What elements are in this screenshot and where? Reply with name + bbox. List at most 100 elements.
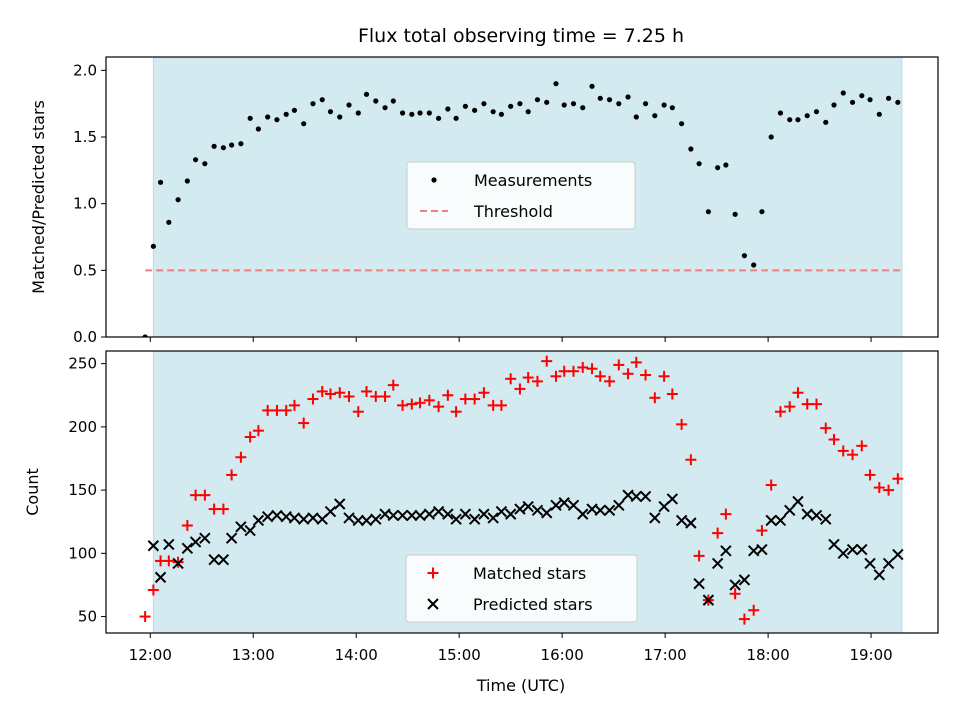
data-point xyxy=(459,393,471,405)
y-tick-label: 1.0 xyxy=(73,195,97,213)
data-point xyxy=(147,540,160,552)
data-point xyxy=(399,110,406,116)
data-point xyxy=(226,469,238,481)
data-point xyxy=(558,497,570,509)
legend-label: Matched stars xyxy=(473,564,586,583)
data-point xyxy=(765,514,777,527)
data-point xyxy=(756,525,768,537)
data-point xyxy=(685,454,697,466)
data-point xyxy=(541,507,553,519)
data-point xyxy=(355,110,361,116)
y-axis-label: Matched/Predicted stars xyxy=(29,100,48,294)
count-panel: 50 100 150 200 250 12:00 13:00 14:00 15:00 16:00 1… xyxy=(23,350,939,664)
data-point xyxy=(541,355,553,367)
data-point xyxy=(211,143,217,149)
data-point xyxy=(567,365,579,377)
data-point xyxy=(298,417,310,429)
data-point xyxy=(202,161,208,167)
data-point xyxy=(774,406,786,418)
data-point xyxy=(397,399,409,411)
data-point xyxy=(514,503,526,515)
data-point xyxy=(589,83,595,89)
y-tick-label: 0.5 xyxy=(73,261,97,279)
data-point xyxy=(630,356,642,368)
data-point xyxy=(324,388,336,400)
data-point xyxy=(849,99,856,105)
data-point xyxy=(864,469,876,481)
data-point xyxy=(238,141,244,147)
data-point xyxy=(679,121,685,127)
data-point xyxy=(604,375,616,387)
data-point xyxy=(787,117,793,123)
data-point xyxy=(262,404,274,416)
data-point xyxy=(723,162,729,168)
legend-marker xyxy=(427,598,439,610)
data-point xyxy=(586,363,598,375)
data-point xyxy=(649,512,661,524)
data-point xyxy=(801,508,813,520)
data-point xyxy=(409,111,415,117)
data-point xyxy=(517,101,523,107)
data-point xyxy=(864,557,876,570)
data-point xyxy=(387,509,399,522)
data-point xyxy=(252,425,264,437)
data-point xyxy=(649,392,661,404)
data-point xyxy=(363,91,370,97)
data-point xyxy=(702,594,715,606)
data-point xyxy=(370,391,382,403)
data-point xyxy=(235,521,247,533)
data-point xyxy=(435,115,442,121)
data-point xyxy=(813,109,820,115)
data-point xyxy=(756,543,768,556)
data-point xyxy=(283,111,289,117)
data-point xyxy=(531,375,543,387)
y-tick-label: 0.0 xyxy=(73,328,97,346)
data-point xyxy=(172,557,184,570)
data-point xyxy=(225,532,238,544)
data-point xyxy=(522,372,534,384)
data-point xyxy=(244,431,256,443)
data-point xyxy=(184,178,190,184)
data-point xyxy=(334,498,346,510)
data-point xyxy=(307,393,319,405)
x-tick-label: 16:00 xyxy=(541,646,584,664)
series-measurements xyxy=(142,81,901,337)
data-point xyxy=(774,514,787,527)
data-point xyxy=(594,504,606,517)
data-point xyxy=(468,513,481,525)
data-point xyxy=(795,117,801,123)
y-tick-label: 250 xyxy=(68,355,97,373)
data-point xyxy=(840,90,846,96)
y-tick-label: 1.5 xyxy=(73,128,97,146)
data-point xyxy=(550,499,562,511)
data-point xyxy=(192,157,199,163)
data-point xyxy=(346,102,352,108)
data-point xyxy=(823,119,829,125)
data-point xyxy=(288,399,300,411)
series-predicted-stars xyxy=(147,489,904,606)
data-point xyxy=(856,543,868,556)
legend-label: Threshold xyxy=(473,202,553,221)
data-point xyxy=(882,557,895,570)
data-point xyxy=(544,99,550,105)
data-point xyxy=(715,165,721,171)
data-point xyxy=(423,508,436,520)
data-point xyxy=(490,109,496,115)
data-point xyxy=(390,98,396,104)
data-point xyxy=(280,404,292,416)
data-point xyxy=(669,105,675,111)
legend-box xyxy=(405,554,638,623)
legend-marker xyxy=(427,567,439,579)
data-point xyxy=(784,504,796,517)
data-point xyxy=(688,146,694,152)
series-matched-stars xyxy=(139,355,904,625)
data-point xyxy=(876,111,882,117)
data-point xyxy=(247,115,253,121)
legend-label: Predicted stars xyxy=(473,595,593,614)
data-point xyxy=(423,394,435,406)
data-point xyxy=(738,574,751,586)
data-point xyxy=(606,97,613,103)
data-point xyxy=(895,99,901,105)
ratio-panel: 0.0 0.5 1.0 1.5 2.0 Matched/Predicted stars Me… xyxy=(29,56,939,346)
